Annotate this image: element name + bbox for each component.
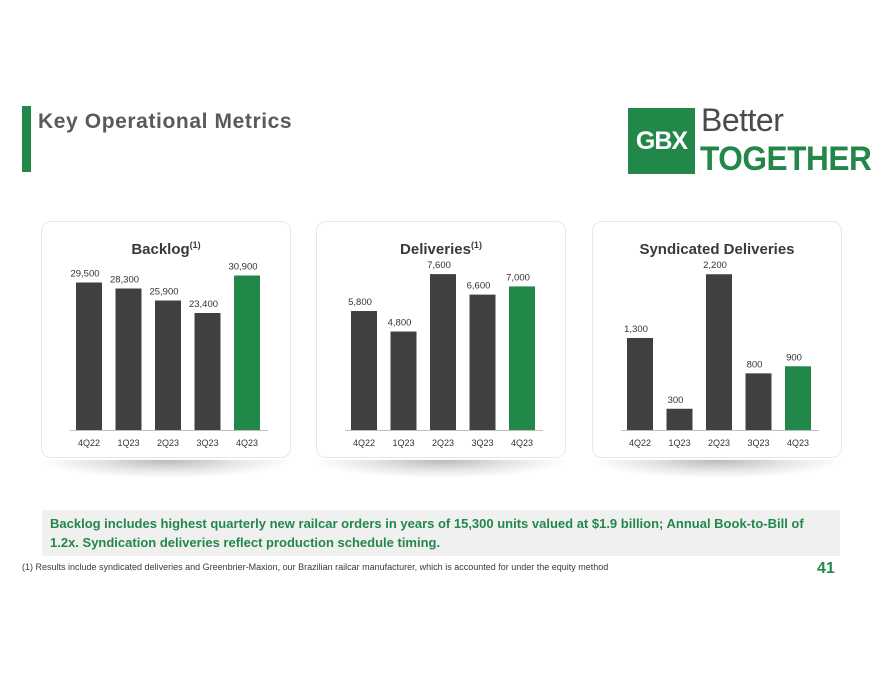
footnote: (1) Results include syndicated deliverie… (22, 562, 609, 572)
data-label: 7,600 (427, 260, 451, 271)
data-label: 300 (668, 395, 684, 406)
x-tick-label: 2Q23 (157, 438, 179, 448)
gbx-logo: GBX Better TOGETHER (628, 102, 872, 178)
page-title: Key Operational Metrics (38, 110, 293, 133)
x-tick-label: 3Q23 (471, 438, 493, 448)
x-tick-label: 4Q23 (236, 438, 258, 448)
bar-3q23 (745, 373, 772, 430)
bar-3q23 (469, 294, 496, 430)
card-shadow (41, 460, 291, 478)
x-tick-label: 4Q23 (787, 438, 809, 448)
deliveries-card: Deliveries(1) 5,800 4Q22 4,800 1Q23 7,600 2Q2… (316, 221, 566, 458)
x-tick-label: 1Q23 (392, 438, 414, 448)
x-tick-label: 1Q23 (117, 438, 139, 448)
bar-4q22 (76, 282, 102, 430)
data-label: 4,800 (388, 318, 412, 329)
bar-4q23 (509, 286, 535, 430)
x-tick-label: 2Q23 (432, 438, 454, 448)
logo-tagline-better: Better (701, 102, 784, 138)
title-accent-bar (22, 106, 31, 172)
data-label: 900 (786, 352, 802, 363)
data-label: 23,400 (189, 299, 218, 310)
x-tick-label: 1Q23 (668, 438, 690, 448)
bar-2q23 (155, 300, 181, 430)
data-label: 6,600 (467, 281, 491, 292)
bar-2q23 (706, 274, 732, 430)
card-shadow (316, 460, 566, 478)
backlog-chart: 29,500 4Q22 28,300 1Q23 25,900 2Q23 23,400 3Q23… (70, 262, 268, 448)
data-label: 800 (747, 359, 763, 370)
data-label: 25,900 (149, 287, 178, 298)
x-tick-label: 4Q22 (353, 438, 375, 448)
data-label: 5,800 (348, 297, 372, 308)
chart-title: Syndicated Deliveries (639, 241, 795, 258)
bar-4q22 (627, 337, 653, 430)
data-label: 2,200 (703, 260, 727, 271)
data-label: 30,900 (228, 262, 257, 273)
bar-4q23 (785, 366, 811, 430)
x-tick-label: 4Q22 (629, 438, 651, 448)
bar-4q22 (351, 311, 377, 430)
logo-mark: GBX (628, 108, 695, 174)
syndicated-deliveries-chart: 1,300 4Q22 300 1Q23 2,200 2Q23 800 3Q23 900 4Q23 (621, 260, 819, 448)
x-tick-label: 3Q23 (747, 438, 769, 448)
x-tick-label: 4Q22 (78, 438, 100, 448)
bar-1q23 (115, 288, 142, 430)
x-tick-label: 3Q23 (196, 438, 218, 448)
deliveries-chart: 5,800 4Q22 4,800 1Q23 7,600 2Q23 6,600 3Q23 7,00… (345, 260, 543, 448)
data-label: 28,300 (110, 275, 139, 286)
bar-4q23 (234, 275, 260, 430)
bar-1q23 (666, 408, 693, 430)
backlog-card: Backlog(1) 29,500 4Q22 28,300 1Q23 25,900 2Q2… (41, 221, 291, 458)
logo-tagline-together: TOGETHER (700, 140, 872, 178)
x-tick-label: 4Q23 (511, 438, 533, 448)
chart-title: Deliveries(1) (400, 240, 482, 258)
page-number: 41 (817, 560, 835, 577)
callout-box: Backlog includes highest quarterly new r… (42, 510, 840, 556)
data-label: 1,300 (624, 324, 648, 335)
card-shadow (592, 460, 842, 478)
chart-title: Backlog(1) (131, 240, 201, 258)
syndicated-deliveries-card: Syndicated Deliveries 1,300 4Q22 300 1Q23 2,… (592, 221, 842, 458)
bar-2q23 (430, 274, 456, 430)
bar-3q23 (194, 313, 221, 430)
data-label: 7,000 (506, 272, 530, 283)
data-label: 29,500 (70, 269, 99, 280)
bar-1q23 (390, 331, 417, 430)
x-tick-label: 2Q23 (708, 438, 730, 448)
